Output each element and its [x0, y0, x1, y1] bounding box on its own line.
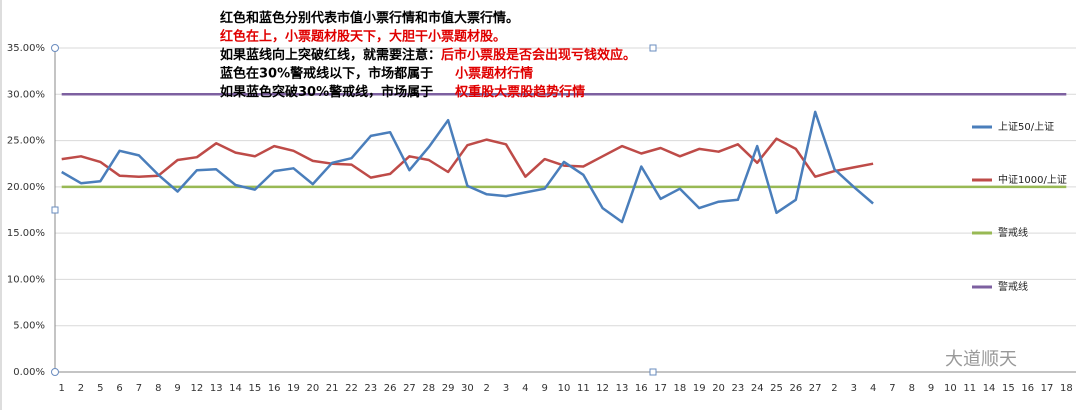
- y-tick-label: 20.00%: [7, 182, 45, 193]
- annotation-part: 如果蓝线向上突破红线，就需要注意：: [220, 47, 441, 63]
- watermark: 大道顺天: [945, 349, 1017, 370]
- x-tick-label: 26: [789, 383, 802, 394]
- x-tick-label: 7: [136, 383, 142, 394]
- x-tick-label: 10: [944, 383, 957, 394]
- annotation: 红色和蓝色分别代表市值小票行情和市值大票行情。: [220, 10, 519, 26]
- x-tick-label: 9: [174, 383, 180, 394]
- x-tick-label: 2: [831, 383, 837, 394]
- x-tick-label: 25: [770, 383, 783, 394]
- x-tick-label: 23: [364, 383, 377, 394]
- annotation-part: 蓝色在30%警戒线以下，市场都属于: [220, 65, 433, 81]
- annotation: 如果蓝色突破30%警戒线，市场属于 权重股大票股趋势行情: [220, 84, 585, 100]
- x-tick-label: 13: [210, 383, 223, 394]
- annotation-part: 小票题材行情: [455, 65, 533, 81]
- x-tick-label: 15: [249, 383, 262, 394]
- y-tick-label: 5.00%: [13, 321, 45, 332]
- handle: [649, 368, 657, 376]
- x-tick-label: 14: [229, 383, 242, 394]
- x-tick-label: 20: [712, 383, 725, 394]
- x-tick-label: 7: [889, 383, 895, 394]
- y-tick-label: 0.00%: [13, 367, 45, 378]
- handle: [51, 368, 59, 376]
- annotation: 蓝色在30%警戒线以下，市场都属于 小票题材行情: [220, 65, 533, 81]
- annotation: 如果蓝线向上突破红线，就需要注意：后市小票股是否会出现亏钱效应。: [220, 47, 636, 63]
- x-tick-label: 26: [384, 383, 397, 394]
- annotation-part: 红色在上，小票题材股天下，大胆干小票题材股。: [220, 28, 506, 44]
- x-tick-label: 8: [155, 383, 161, 394]
- x-tick-label: 22: [345, 383, 358, 394]
- x-tick-label: 19: [287, 383, 300, 394]
- x-tick-label: 27: [403, 383, 416, 394]
- annotation-part: 权重股大票股趋势行情: [454, 84, 585, 100]
- x-tick-label: 15: [1002, 383, 1015, 394]
- series-line: [61, 110, 874, 224]
- x-tick-label: 3: [851, 383, 857, 394]
- handle: [51, 44, 59, 52]
- x-tick-label: 1: [58, 383, 64, 394]
- legend-label: 警戒线: [998, 280, 1028, 293]
- x-tick-label: 16: [268, 383, 281, 394]
- x-tick-label: 4: [870, 383, 876, 394]
- x-tick-label: 23: [732, 383, 745, 394]
- annotation-part: 如果蓝色突破30%警戒线，市场属于: [220, 84, 433, 100]
- annotation-part: 红色和蓝色分别代表市值小票行情和市值大票行情。: [220, 10, 519, 26]
- x-tick-label: 12: [596, 383, 609, 394]
- x-tick-label: 2: [78, 383, 84, 394]
- legend-label: 警戒线: [998, 226, 1028, 239]
- x-tick-label: 13: [616, 383, 629, 394]
- legend-label: 上证50/上证: [998, 121, 1054, 133]
- x-tick-label: 19: [693, 383, 706, 394]
- x-tick-label: 28: [422, 383, 435, 394]
- x-tick-label: 16: [635, 383, 648, 394]
- x-tick-label: 20: [306, 383, 319, 394]
- x-tick-label: 12: [191, 383, 204, 394]
- x-tick-label: 21: [326, 383, 339, 394]
- x-tick-label: 6: [116, 383, 122, 394]
- x-tick-label: 18: [674, 383, 687, 394]
- y-tick-label: 30.00%: [7, 89, 45, 100]
- x-tick-label: 27: [809, 383, 822, 394]
- x-tick-label: 8: [909, 383, 915, 394]
- x-tick-label: 18: [1060, 383, 1073, 394]
- y-tick-label: 25.00%: [7, 136, 45, 147]
- x-tick-label: 11: [963, 383, 976, 394]
- x-tick-label: 3: [503, 383, 509, 394]
- x-tick-label: 11: [577, 383, 590, 394]
- handle: [649, 44, 657, 52]
- x-tick-label: 9: [541, 383, 547, 394]
- x-tick-label: 30: [461, 383, 474, 394]
- x-tick-label: 17: [654, 383, 667, 394]
- y-tick-label: 15.00%: [7, 228, 45, 239]
- x-tick-label: 5: [97, 383, 103, 394]
- annotation-part: 后市小票股是否会出现亏钱效应。: [441, 47, 636, 63]
- x-tick-label: 24: [751, 383, 764, 394]
- handle: [51, 206, 59, 214]
- legend-label: 中证1000/上证: [998, 173, 1067, 186]
- y-tick-label: 10.00%: [7, 274, 45, 285]
- x-tick-label: 16: [1021, 383, 1034, 394]
- x-tick-label: 10: [558, 383, 571, 394]
- x-tick-label: 2: [484, 383, 490, 394]
- x-tick-label: 4: [522, 383, 528, 394]
- x-tick-label: 14: [983, 383, 996, 394]
- series-line: [61, 137, 874, 179]
- y-tick-label: 35.00%: [7, 43, 45, 54]
- annotation: 红色在上，小票题材股天下，大胆干小票题材股。: [220, 28, 506, 44]
- x-tick-label: 17: [1041, 383, 1054, 394]
- x-tick-label: 9: [928, 383, 934, 394]
- x-tick-label: 29: [442, 383, 455, 394]
